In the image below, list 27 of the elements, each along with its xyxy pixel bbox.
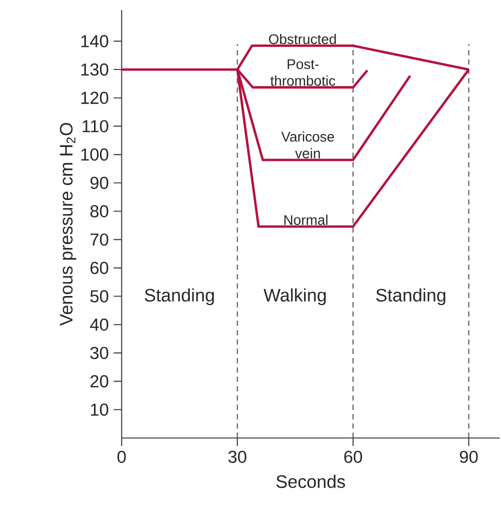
series-label: Normal	[284, 214, 328, 225]
x-tick-label: 60	[344, 450, 362, 463]
annotation: Standing	[376, 288, 446, 306]
series-label: Varicose vein	[281, 131, 334, 158]
series-label: Obstructed	[269, 34, 336, 44]
y-tick-label: 10	[91, 404, 108, 416]
y-tick-label: 90	[90, 176, 108, 190]
y-axis-title: Venous pressure cm H$_{2}$O	[60, 122, 76, 326]
y-tick-label: 120	[82, 92, 108, 104]
annotation: Standing	[144, 288, 214, 306]
y-tick-label: 20	[90, 375, 108, 388]
y-tick-label: 70	[90, 233, 108, 246]
y-tick-label: 60	[90, 262, 108, 274]
x-tick-label: 90	[460, 450, 478, 463]
y-tick-label: 40	[90, 318, 108, 331]
y-tick-label: 100	[82, 148, 108, 161]
y-tick-label: 110	[82, 120, 108, 132]
x-tick-label: 0	[118, 450, 126, 463]
y-tick-label: 80	[90, 205, 108, 218]
x-tick-label: 30	[228, 450, 246, 463]
y-tick-label: 30	[90, 346, 108, 360]
y-tick-label: 130	[82, 63, 108, 76]
series-label: Post-thrombotic	[270, 59, 336, 86]
annotation: Walking	[264, 288, 326, 306]
y-tick-label: 140	[82, 35, 108, 48]
y-tick-label: 50	[90, 290, 108, 302]
x-axis-title: Seconds	[276, 474, 346, 488]
